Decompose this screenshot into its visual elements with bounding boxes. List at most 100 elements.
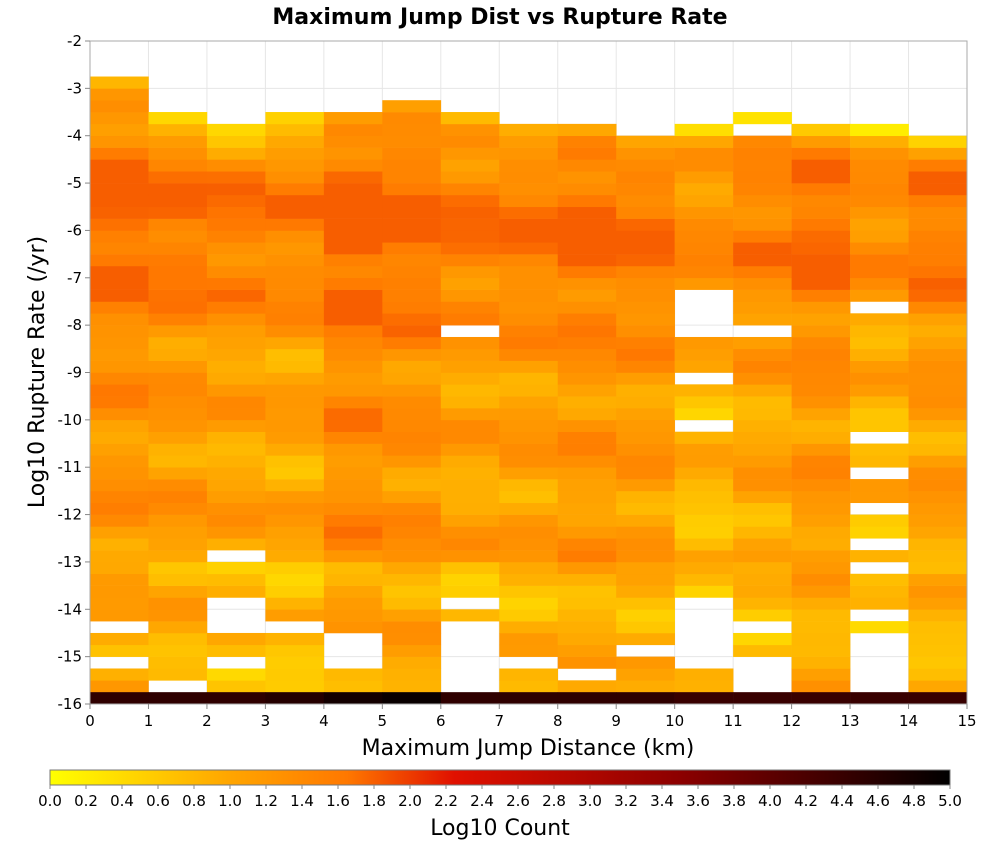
- heatmap-cell: [90, 443, 149, 456]
- heatmap-cell: [440, 538, 500, 551]
- heatmap-cell: [499, 218, 559, 231]
- heatmap-cell: [148, 171, 208, 184]
- heatmap-cell: [908, 348, 968, 361]
- heatmap-cell: [440, 242, 500, 255]
- heatmap-cell: [148, 313, 208, 326]
- heatmap-cell: [557, 194, 617, 208]
- heatmap-cell: [323, 538, 383, 551]
- heatmap-cell: [616, 490, 675, 504]
- heatmap-cell: [265, 585, 325, 598]
- heatmap-cell: [908, 325, 968, 338]
- heatmap-cell: [791, 502, 851, 515]
- heatmap-cell: [557, 408, 617, 421]
- heatmap-cell: [148, 621, 208, 634]
- heatmap-cell: [323, 218, 383, 231]
- heatmap-cell: [90, 502, 149, 515]
- heatmap-cell: [90, 100, 149, 113]
- heatmap-cell: [791, 206, 851, 219]
- heatmap-cell: [440, 443, 500, 456]
- heatmap-cell: [265, 479, 325, 492]
- heatmap-cell: [499, 573, 559, 586]
- heatmap-cell: [850, 254, 909, 267]
- heatmap-cell: [382, 277, 442, 290]
- heatmap-cell: [440, 467, 500, 480]
- heatmap-cell-bottom: [148, 692, 208, 704]
- heatmap-cell: [440, 573, 500, 586]
- heatmap-cell: [674, 183, 734, 196]
- heatmap-cell: [440, 313, 500, 326]
- heatmap-cell: [323, 419, 383, 432]
- heatmap-cell: [206, 443, 266, 456]
- heatmap-cell: [908, 490, 968, 504]
- heatmap-cell: [440, 336, 500, 350]
- heatmap-cell: [674, 573, 734, 586]
- heatmap-cell: [265, 218, 325, 231]
- y-tick-label: -8: [67, 316, 82, 334]
- heatmap-cell: [850, 123, 909, 137]
- heatmap-cell: [499, 680, 559, 693]
- heatmap-cell: [674, 123, 734, 137]
- heatmap-cell: [733, 408, 792, 421]
- heatmap-cell: [908, 467, 968, 480]
- heatmap-cell: [674, 384, 734, 397]
- heatmap-cell: [850, 573, 909, 586]
- heatmap-cell: [499, 431, 559, 444]
- heatmap-cell: [382, 573, 442, 586]
- heatmap-cell: [908, 668, 968, 681]
- heatmap-cell: [733, 431, 792, 444]
- heatmap-cell-bottom: [733, 692, 792, 704]
- heatmap-cell: [206, 135, 266, 148]
- heatmap-cell: [616, 230, 675, 243]
- heatmap-cell: [791, 680, 851, 693]
- heatmap-cell: [90, 171, 149, 184]
- heatmap-cell: [791, 597, 851, 610]
- heatmap-cell: [440, 194, 500, 208]
- heatmap-cell: [206, 455, 266, 468]
- heatmap-cell: [382, 265, 442, 279]
- heatmap-cell: [382, 455, 442, 468]
- heatmap-cell: [265, 230, 325, 243]
- heatmap-cell: [733, 396, 792, 409]
- heatmap-cell: [90, 573, 149, 586]
- heatmap-cell: [733, 360, 792, 373]
- heatmap-cell: [206, 668, 266, 681]
- heatmap-cell: [499, 230, 559, 243]
- heatmap-cell: [206, 585, 266, 598]
- heatmap-cell: [850, 183, 909, 196]
- heatmap-cell: [616, 265, 675, 279]
- heatmap-cell: [382, 538, 442, 551]
- heatmap-cell: [148, 372, 208, 385]
- heatmap-cell: [616, 502, 675, 515]
- heatmap-cell: [90, 254, 149, 267]
- heatmap-cell: [265, 183, 325, 196]
- x-axis-title: Maximum Jump Distance (km): [362, 736, 695, 761]
- heatmap-cell: [323, 230, 383, 243]
- colorbar-title: Log10 Count: [430, 816, 570, 841]
- heatmap-cell: [323, 621, 383, 634]
- heatmap-cell: [674, 159, 734, 172]
- heatmap-cell: [265, 277, 325, 290]
- heatmap-cell: [382, 254, 442, 267]
- heatmap-cell: [616, 254, 675, 267]
- heatmap-cell: [206, 467, 266, 480]
- x-tick-label: 11: [724, 712, 743, 730]
- colorbar-tick-label: 4.0: [758, 792, 782, 810]
- heatmap-cell: [382, 206, 442, 219]
- heatmap-cell: [733, 301, 792, 314]
- x-tick-label: 1: [144, 712, 154, 730]
- heatmap-cell: [733, 585, 792, 598]
- heatmap-cell: [148, 526, 208, 539]
- heatmap-cell: [265, 538, 325, 551]
- heatmap-cell-bottom: [382, 692, 442, 704]
- heatmap-cell: [499, 171, 559, 184]
- heatmap-cell: [206, 301, 266, 314]
- y-tick-label: -3: [67, 79, 82, 97]
- colorbar-tick-label: 0.0: [38, 792, 62, 810]
- heatmap-cell: [265, 171, 325, 184]
- x-tick-label: 6: [436, 712, 446, 730]
- colorbar: [49, 769, 951, 786]
- heatmap-cell: [90, 123, 149, 137]
- heatmap-cell: [850, 171, 909, 184]
- heatmap-cell: [90, 230, 149, 243]
- colorbar-tick-label: 3.6: [686, 792, 710, 810]
